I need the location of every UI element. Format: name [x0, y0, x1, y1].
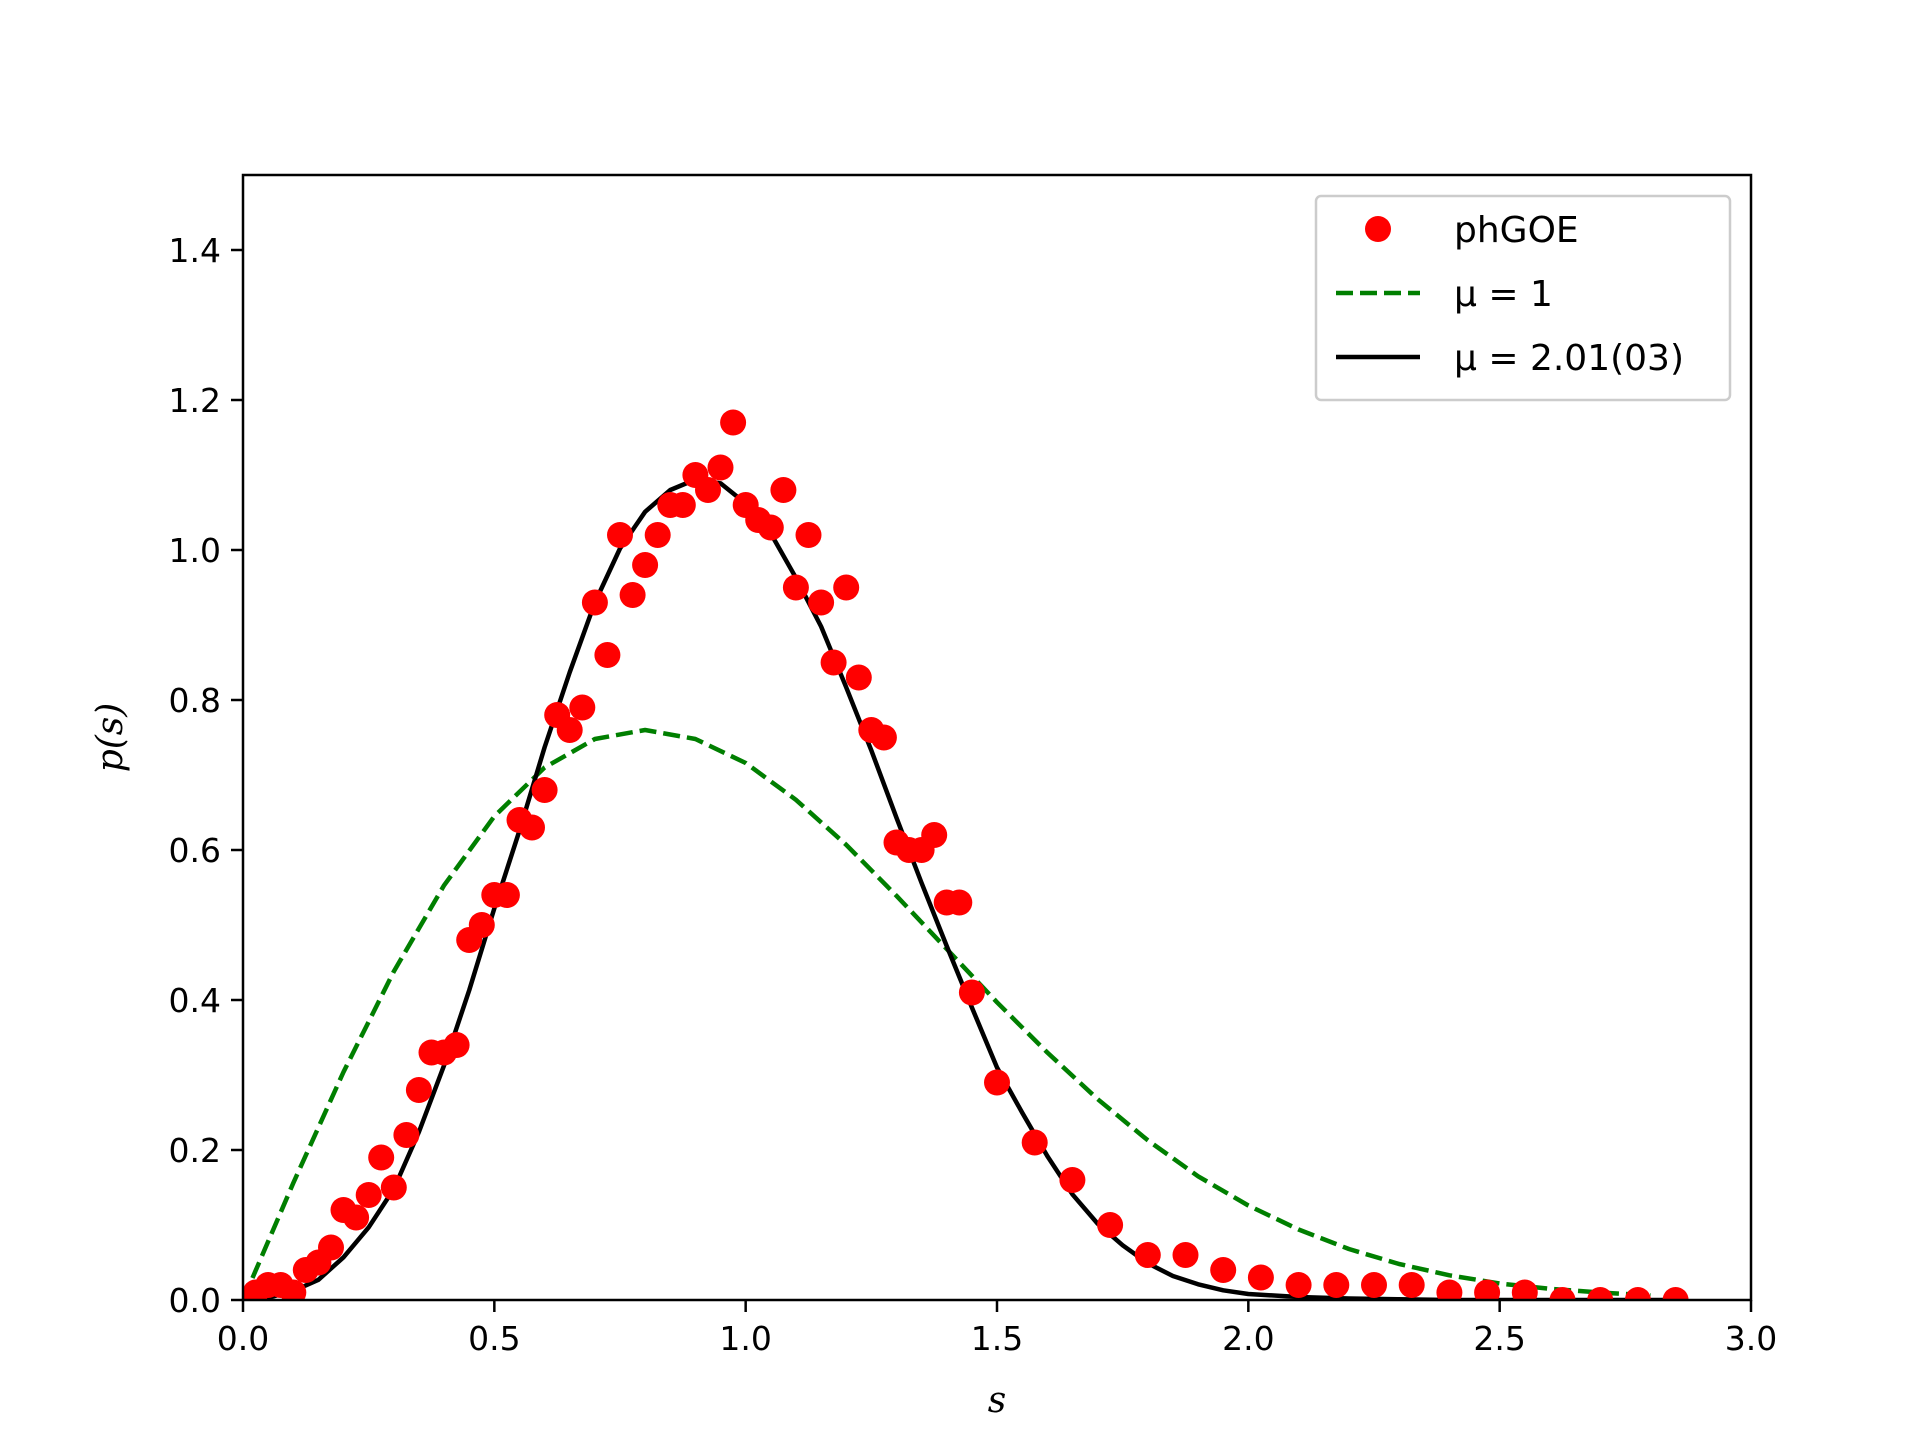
data-point — [531, 777, 558, 803]
data-point — [870, 724, 897, 751]
data-point — [343, 1204, 370, 1231]
x-tick-label: 2.5 — [1473, 1319, 1525, 1358]
y-tick-label: 1.2 — [169, 381, 221, 420]
data-point — [318, 1234, 344, 1261]
data-point — [1511, 1279, 1538, 1300]
data-point — [468, 912, 495, 938]
data-point — [1285, 1272, 1312, 1298]
data-point — [1021, 1129, 1048, 1156]
data-point — [946, 889, 973, 916]
y-tick-label: 0.4 — [169, 981, 221, 1020]
data-point — [669, 492, 696, 518]
data-point — [695, 477, 721, 503]
x-tick-label: 2.0 — [1222, 1319, 1274, 1358]
data-point — [493, 882, 520, 908]
data-point — [833, 574, 860, 601]
data-point — [1323, 1272, 1350, 1298]
y-tick-label: 1.0 — [169, 531, 221, 570]
data-point — [795, 522, 822, 548]
data-point — [569, 694, 596, 721]
data-point — [707, 454, 734, 481]
x-tick-label: 0.0 — [217, 1319, 269, 1358]
data-point — [1059, 1167, 1086, 1193]
data-point — [443, 1032, 470, 1058]
legend-label: μ = 1 — [1454, 274, 1553, 315]
data-point — [757, 514, 784, 541]
data-point — [556, 717, 583, 743]
data-point — [581, 589, 608, 616]
y-tick-label: 1.4 — [169, 231, 221, 270]
legend: phGOE μ = 1 μ = 2.01(03) — [1314, 194, 1732, 402]
legend-marker — [1365, 216, 1391, 242]
plot-series-layer — [243, 409, 1689, 1300]
data-point — [1361, 1272, 1387, 1298]
y-axis-label: p(s) — [90, 703, 131, 773]
data-point — [770, 477, 797, 503]
legend-box — [1314, 194, 1732, 402]
y-tick-label: 0.2 — [169, 1131, 221, 1170]
data-point — [1134, 1242, 1161, 1268]
y-tick-label: 0.6 — [169, 831, 221, 870]
data-point — [1097, 1212, 1124, 1238]
axis-ticks: 0.0 0.5 1.0 1.5 2.0 2.5 3.0 0.0 0.2 0.4 0.6 0.8 1.0 1… — [169, 231, 1778, 1358]
data-point — [984, 1069, 1010, 1096]
series-line-1 — [243, 727, 1651, 1300]
data-point — [607, 522, 633, 548]
data-point — [393, 1122, 420, 1148]
data-point — [619, 582, 646, 608]
x-tick-label: 1.5 — [971, 1319, 1023, 1358]
data-point — [808, 589, 835, 616]
data-point — [1210, 1257, 1237, 1283]
data-point — [1436, 1279, 1463, 1300]
data-point — [1624, 1287, 1651, 1300]
data-point — [1398, 1272, 1425, 1298]
data-point — [1474, 1279, 1501, 1300]
data-point — [519, 814, 545, 841]
y-tick-label: 0.0 — [169, 1281, 221, 1320]
data-point — [632, 552, 659, 578]
data-point — [355, 1182, 382, 1208]
x-axis-label: s — [988, 1380, 1006, 1421]
data-point — [1247, 1264, 1274, 1291]
data-point — [280, 1279, 307, 1300]
x-tick-label: 1.0 — [719, 1319, 771, 1358]
y-tick-label: 0.8 — [169, 681, 221, 720]
data-point — [368, 1144, 395, 1171]
data-point — [720, 409, 747, 436]
data-point — [405, 1077, 432, 1103]
legend-label: μ = 2.01(03) — [1454, 338, 1684, 379]
data-point — [380, 1174, 407, 1201]
data-point — [644, 522, 671, 548]
data-point — [820, 649, 847, 676]
data-point — [1662, 1287, 1689, 1300]
data-point — [921, 822, 948, 848]
data-point — [845, 664, 872, 691]
data-point — [1549, 1287, 1576, 1300]
x-tick-label: 3.0 — [1725, 1319, 1777, 1358]
data-point — [1587, 1287, 1614, 1300]
data-point — [782, 574, 809, 601]
data-point — [958, 979, 985, 1006]
plot-area — [241, 173, 1753, 1302]
x-tick-label: 0.5 — [468, 1319, 520, 1358]
data-point — [594, 642, 621, 668]
legend-label: phGOE — [1454, 210, 1579, 251]
data-point — [1172, 1242, 1199, 1268]
